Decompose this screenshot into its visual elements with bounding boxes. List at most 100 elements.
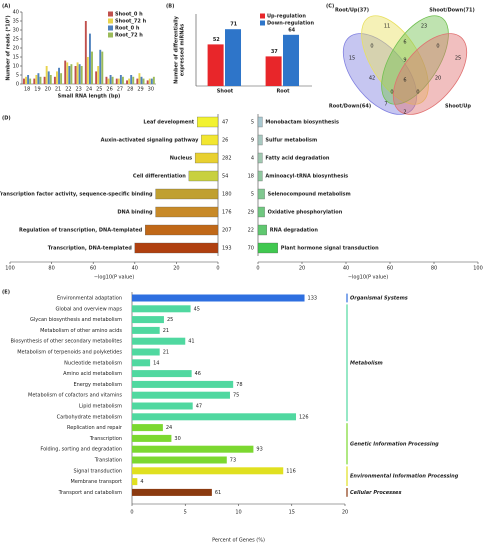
category-label: Selenocompound metabolism: [268, 192, 351, 198]
category-label: Carbohydrate metabolism: [57, 414, 122, 420]
bar: [111, 76, 114, 84]
group-label: Environmental Information Processing: [350, 474, 459, 480]
bar: [146, 80, 149, 84]
value-label: 71: [230, 22, 237, 28]
x-tick-label: 23: [76, 87, 82, 93]
count-label: 180: [222, 192, 232, 198]
count-label: 54: [222, 174, 228, 180]
bar: [150, 78, 153, 84]
count-label: 193: [222, 246, 232, 252]
bar: [117, 78, 120, 84]
bar: [132, 337, 186, 345]
x-tick-label: 30: [148, 87, 154, 93]
legend-label: Root_0 h: [115, 26, 140, 32]
category-label: Nucleus: [170, 156, 192, 162]
bar: [132, 445, 254, 453]
venn-region-count: 25: [455, 56, 461, 62]
venn-region-count: 7: [384, 102, 387, 108]
bar: [132, 488, 212, 496]
bar: [97, 66, 100, 84]
bar: [132, 391, 230, 399]
count-label: 45: [194, 306, 200, 312]
category-label: Amino acid metabolism: [63, 371, 122, 377]
category-label: Plant hormone signal transduction: [281, 246, 379, 252]
category-label: Sulfur metabolism: [265, 138, 317, 144]
count-label: 61: [215, 490, 221, 496]
bar: [132, 380, 234, 388]
bar: [148, 78, 151, 84]
category-label: Metabolism of other amino acids: [40, 328, 122, 334]
category-label: Energy metabolism: [73, 382, 122, 388]
group-label: Metabolism: [350, 360, 383, 366]
legend-label: Down-regulation: [267, 21, 314, 27]
legend-swatch: [108, 32, 113, 38]
x-tick-label: 40: [132, 266, 138, 272]
bar: [80, 66, 83, 84]
x-tick-label: 80: [431, 266, 437, 272]
x-tick-label: 100: [473, 266, 483, 272]
count-label: 25: [167, 317, 173, 323]
venn-region-count: 6: [403, 40, 406, 46]
bar: [105, 76, 108, 84]
count-label: 21: [163, 328, 169, 334]
bar: [283, 34, 300, 86]
legend-label: Root_72 h: [115, 33, 143, 39]
category-label: Environmental adaptation: [57, 296, 122, 302]
x-tick-label: 0: [256, 266, 259, 272]
x-tick-label: 0: [130, 510, 133, 516]
y-tick-label: 0: [16, 82, 19, 88]
venn-region-count: 0: [416, 90, 419, 96]
legend-label: Up-regulation: [267, 14, 306, 20]
category-label: Signal transduction: [74, 468, 122, 474]
bar: [155, 206, 219, 218]
bar: [53, 76, 56, 84]
bar: [134, 242, 219, 254]
bar: [64, 60, 67, 84]
bar: [197, 116, 219, 128]
bar: [86, 57, 89, 84]
panel-label: (A): [2, 4, 10, 10]
legend-label: Shoot_72 h: [115, 19, 147, 25]
category-label: Auxin-activated signaling pathway: [101, 138, 199, 144]
bar: [27, 75, 30, 84]
bar: [45, 66, 48, 84]
count-label: 26: [222, 138, 228, 144]
bar: [33, 78, 36, 84]
bar: [99, 49, 102, 84]
x-tick-label: 21: [55, 87, 61, 93]
bar: [155, 188, 219, 200]
y-tick-label: 15: [13, 55, 19, 61]
value-label: 52: [213, 37, 220, 43]
count-label: 4: [140, 479, 143, 485]
x-tick-label: 24: [86, 87, 92, 93]
x-tick-label: 10: [235, 510, 241, 516]
x-tick-label: 18: [24, 87, 30, 93]
x-tick-label: 20: [342, 510, 348, 516]
bar: [132, 326, 160, 334]
x-tick-label: Root: [276, 89, 290, 95]
category-label: Transcription: [89, 436, 122, 442]
x-tick-label: Shoot: [217, 89, 234, 95]
value-label: 37: [271, 49, 278, 55]
bar: [257, 134, 263, 146]
venn-set-label: Shoot/Down(71): [429, 8, 475, 14]
bar: [58, 67, 60, 84]
count-label: 133: [308, 296, 318, 302]
bar: [60, 73, 63, 84]
bar: [257, 224, 267, 236]
legend-swatch: [108, 18, 113, 24]
x-tick-label: 29: [137, 87, 143, 93]
category-label: Cell differentiation: [133, 174, 186, 180]
venn-set-label: Root/Down(64): [329, 104, 371, 110]
legend-swatch: [260, 20, 265, 26]
count-label: 207: [222, 228, 232, 234]
bar: [132, 424, 163, 432]
venn-region-count: 6: [403, 78, 406, 84]
category-label: Metabolism of terpenoids and polyketides: [17, 350, 122, 356]
bar: [257, 242, 278, 254]
venn-set: [342, 33, 418, 115]
bar: [119, 75, 122, 84]
count-label: 5: [251, 120, 254, 126]
bar: [265, 56, 282, 86]
